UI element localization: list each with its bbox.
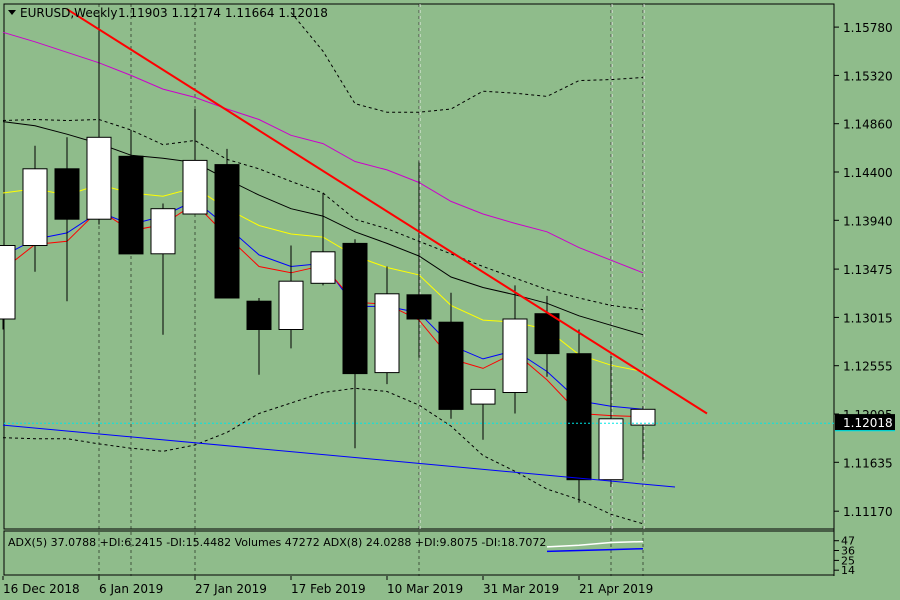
ma-magenta-line bbox=[2, 31, 644, 274]
indicator-label: ADX(5) 37.0788 +DI:6.2415 -DI:15.4482 Vo… bbox=[8, 536, 546, 549]
band-top-dotted bbox=[290, 12, 644, 113]
indicator-tick-label-3: 14 bbox=[841, 564, 855, 577]
ohlc-values: 1.11903 1.12174 1.11664 1.12018 bbox=[118, 6, 328, 20]
candle-body-17 bbox=[534, 313, 560, 355]
price-axis-layer: 1.15780 1.15320 1.14860 1.14400 1.13940 1.134… bbox=[834, 21, 895, 519]
candle-body-1 bbox=[22, 168, 48, 246]
indicator-tick-label-0: 47 bbox=[841, 535, 855, 548]
candle-body-15 bbox=[470, 388, 496, 405]
candle-body-2 bbox=[54, 168, 80, 220]
candle-body-3 bbox=[86, 136, 112, 220]
trendline-layer bbox=[2, 8, 708, 488]
indicator-tick-label-2: 25 bbox=[841, 554, 855, 567]
price-tick-label-10: 1.11170 bbox=[843, 505, 893, 519]
candle-body-11 bbox=[342, 242, 368, 375]
candle-body-19 bbox=[598, 418, 624, 481]
candle-body-10 bbox=[310, 251, 336, 284]
indicator-tick-label-1: 36 bbox=[841, 545, 855, 558]
time-tick-label-5: 31 Mar 2019 bbox=[483, 582, 559, 596]
adx-white-line bbox=[546, 540, 644, 548]
candle-body-4 bbox=[118, 155, 144, 255]
resistance-trendline bbox=[66, 8, 708, 415]
price-tick-label-9: 1.11635 bbox=[843, 456, 893, 470]
adx-blue-line bbox=[546, 547, 644, 553]
candle-body-7 bbox=[214, 164, 240, 299]
candle-body-12 bbox=[374, 293, 400, 374]
candle-body-20 bbox=[630, 408, 656, 426]
band-lower-dotted bbox=[2, 387, 644, 525]
current-price-tag-label: 1.12018 bbox=[843, 416, 893, 430]
time-tick-label-6: 21 Apr 2019 bbox=[579, 582, 653, 596]
candle-body-0 bbox=[0, 245, 16, 320]
symbol-title: EURUSD,Weekly bbox=[20, 6, 117, 20]
current-price-tag bbox=[835, 414, 895, 431]
grid-layer bbox=[98, 4, 645, 576]
candle-body-8 bbox=[246, 300, 272, 331]
price-tick-label-0: 1.15780 bbox=[843, 21, 893, 35]
time-axis-layer: 16 Dec 2018 6 Jan 2019 27 Jan 2019 17 Feb 2… bbox=[2, 576, 653, 596]
support-trendline bbox=[2, 424, 676, 488]
candle-body-9 bbox=[278, 280, 304, 331]
time-tick-label-2: 27 Jan 2019 bbox=[195, 582, 267, 596]
time-tick-label-4: 10 Mar 2019 bbox=[387, 582, 463, 596]
candle-body-16 bbox=[502, 318, 528, 393]
candle-body-5 bbox=[150, 208, 176, 255]
price-tick-label-2: 1.14860 bbox=[843, 118, 893, 132]
time-tick-label-0: 16 Dec 2018 bbox=[3, 582, 80, 596]
price-tick-label-5: 1.13475 bbox=[843, 263, 893, 277]
price-tick-label-3: 1.14400 bbox=[843, 166, 893, 180]
price-tick-label-4: 1.13940 bbox=[843, 214, 893, 228]
candle-layer bbox=[0, 14, 656, 503]
price-tick-label-7: 1.12555 bbox=[843, 360, 893, 374]
candle-body-14 bbox=[438, 321, 464, 410]
symbol-dropdown-icon[interactable] bbox=[8, 10, 16, 15]
time-tick-label-3: 17 Feb 2019 bbox=[291, 582, 366, 596]
candle-body-13 bbox=[406, 294, 432, 320]
candle-body-18 bbox=[566, 353, 592, 481]
candle-body-6 bbox=[182, 159, 208, 215]
price-tick-label-1: 1.15320 bbox=[843, 69, 893, 83]
time-tick-label-1: 6 Jan 2019 bbox=[99, 582, 163, 596]
price-tick-label-6: 1.13015 bbox=[843, 311, 893, 325]
